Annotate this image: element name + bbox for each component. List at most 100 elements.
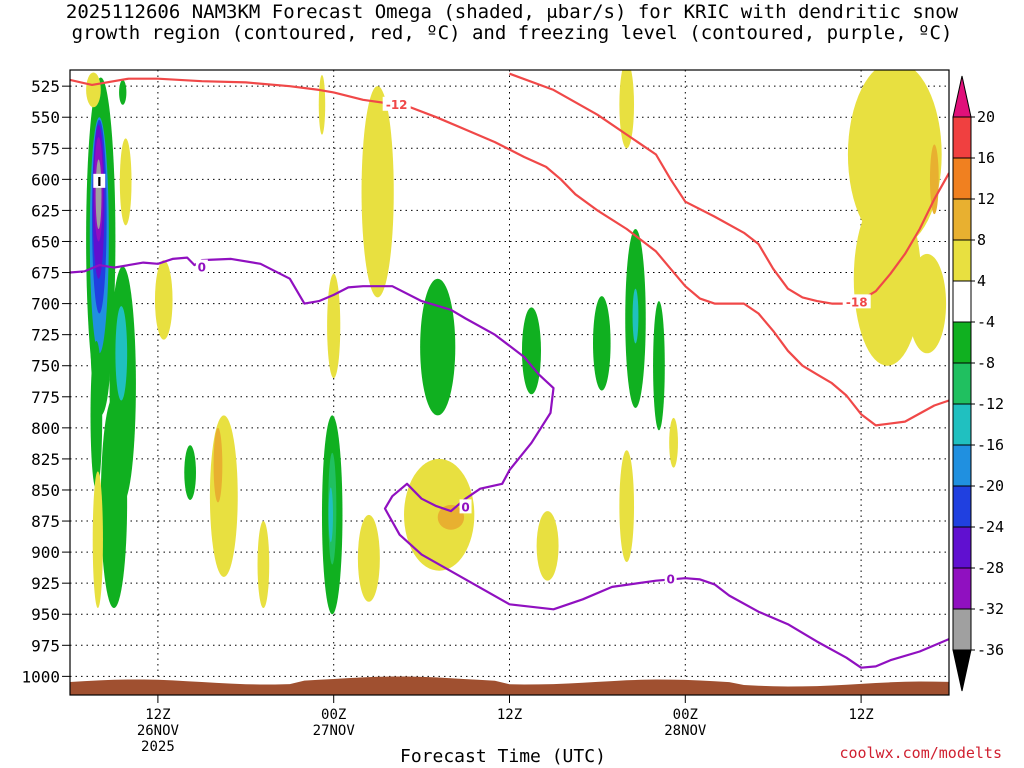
y-tick-label: 825 (31, 450, 60, 469)
colorbar-swatch (952, 321, 972, 364)
pressure-axis: 525 550 575 600 625 650 675 700 725 750 775 800 825 8… (21, 77, 70, 686)
contour-labels: -12 -18 0 0 0 I (93, 96, 871, 586)
omega-shade-area (86, 72, 101, 108)
contour-label-bg (459, 499, 472, 514)
colorbar-swatch (952, 280, 972, 323)
x-tick-label: 12Z (145, 707, 170, 723)
y-tick-label: 725 (31, 326, 60, 345)
y-tick-label: 850 (31, 481, 60, 500)
colorbar-swatch (952, 608, 972, 651)
omega-shade-area (357, 514, 380, 602)
y-tick-label: 650 (31, 232, 60, 251)
y-tick-label: 600 (31, 170, 60, 189)
omega-shade-area (328, 487, 333, 543)
colorbar-label: 4 (977, 272, 986, 290)
contour-label: -12 (386, 98, 408, 112)
y-tick-label: 925 (31, 574, 60, 593)
contour-label: -18 (846, 295, 868, 309)
x-tick-label: 26NOV (137, 723, 180, 739)
colorbar-label: 8 (977, 231, 986, 249)
y-tick-label: 775 (31, 388, 60, 407)
omega-shade-area (361, 86, 394, 298)
credit-text: coolwx.com/modelts (839, 744, 1002, 762)
omega-shade-area (669, 417, 678, 468)
colorbar-label: -32 (977, 600, 1004, 618)
omega-shade-area (209, 415, 238, 577)
colorbar-swatch (952, 444, 972, 487)
omega-shade-area (327, 273, 341, 379)
colorbar-label: -8 (977, 354, 995, 372)
omega-shade-area (95, 159, 102, 230)
omega-shade-area (653, 301, 665, 431)
terrain (70, 676, 949, 695)
colorbar-swatch (952, 116, 972, 159)
omega-shade-area (593, 296, 611, 391)
x-tick-label: 28NOV (664, 723, 707, 739)
y-tick-label: 1000 (21, 667, 60, 686)
plot-background (70, 70, 949, 695)
contour-label-bg (382, 96, 411, 111)
omega-shade-area (420, 278, 456, 416)
y-tick-label: 675 (31, 264, 60, 283)
title-line-1: 2025112606 NAM3KM Forecast Omega (shaded… (65, 1, 959, 23)
omega-shade-area (536, 511, 559, 581)
contour-label: I (97, 175, 101, 189)
x-tick-label: 27NOV (313, 723, 356, 739)
colorbar-swatch (952, 526, 972, 569)
colorbar-swatch (952, 362, 972, 405)
omega-shade-area (154, 260, 173, 340)
colorbar-label: -20 (977, 477, 1004, 495)
omega-shade-area (115, 306, 128, 401)
y-tick-label: 800 (31, 419, 60, 438)
colorbar-label: 16 (977, 149, 995, 167)
contour-label-bg (195, 259, 208, 274)
contour-line-1 (509, 72, 949, 305)
omega-shade-area (184, 445, 196, 500)
contour-label-bg (842, 294, 871, 309)
colorbar-bottom-arrow (952, 649, 972, 692)
y-tick-label: 550 (31, 108, 60, 127)
colorbar-label: -12 (977, 395, 1004, 413)
y-tick-label: 575 (31, 139, 60, 158)
colorbar-swatch (952, 567, 972, 610)
omega-shade-area (92, 471, 103, 609)
colorbar-swatch (952, 157, 972, 200)
contour-label: 0 (666, 572, 674, 586)
omega-shade-area (619, 70, 635, 149)
y-tick-label: 625 (31, 201, 60, 220)
omega-shade-area (619, 450, 635, 563)
colorbar-label: -28 (977, 559, 1004, 577)
colorbar: 20 16 12 8 4 -4 -8 -12 -16 -20 -24 -28 -32 -36 (952, 75, 1004, 692)
omega-shade-area (437, 504, 465, 530)
x-axis-title: Forecast Time (UTC) (400, 746, 606, 767)
colorbar-swatch (952, 239, 972, 282)
omega-shade-area (119, 79, 127, 105)
omega-shade-area (213, 427, 223, 503)
x-tick-label: 00Z (673, 707, 698, 723)
colorbar-label: -16 (977, 436, 1004, 454)
colorbar-label: -24 (977, 518, 1004, 536)
contour-label: 0 (198, 261, 206, 275)
title-line-2: growth region (contoured, red, ºC) and f… (71, 22, 953, 44)
y-tick-label: 900 (31, 543, 60, 562)
omega-shade-area (90, 340, 103, 490)
y-tick-label: 750 (31, 357, 60, 376)
colorbar-label: 20 (977, 108, 995, 126)
contour-label-bg (664, 571, 677, 586)
y-tick-label: 700 (31, 295, 60, 314)
omega-shade-area (318, 74, 326, 135)
colorbar-label: -4 (977, 313, 995, 331)
x-tick-label: 12Z (497, 707, 522, 723)
omega-shade-area (521, 307, 541, 395)
colorbar-swatch (952, 198, 972, 241)
omega-shade-area (632, 288, 639, 344)
chart-title: 2025112606 NAM3KM Forecast Omega (shaded… (0, 2, 1024, 44)
colorbar-label: -36 (977, 641, 1004, 659)
x-tick-label: 00Z (321, 707, 346, 723)
omega-shade-area (119, 138, 132, 226)
y-tick-label: 525 (31, 77, 60, 96)
y-tick-label: 950 (31, 605, 60, 624)
y-tick-label: 975 (31, 636, 60, 655)
